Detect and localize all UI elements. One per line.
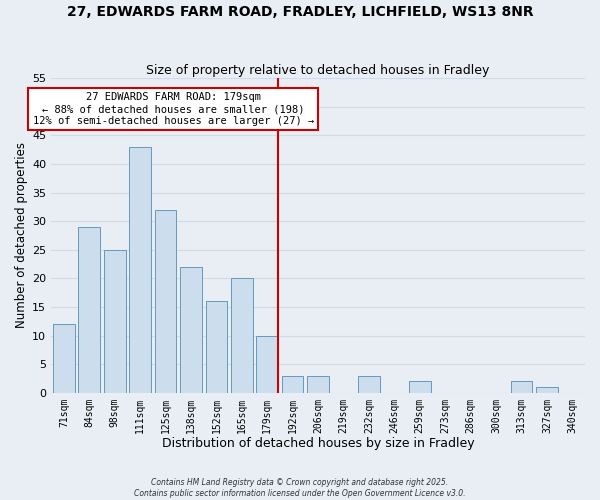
Text: 27, EDWARDS FARM ROAD, FRADLEY, LICHFIELD, WS13 8NR: 27, EDWARDS FARM ROAD, FRADLEY, LICHFIEL… (67, 5, 533, 19)
Bar (231, 278, 253, 392)
Bar (206, 301, 227, 392)
Bar (104, 250, 125, 392)
Y-axis label: Number of detached properties: Number of detached properties (15, 142, 28, 328)
Bar (180, 267, 202, 392)
Bar (409, 382, 431, 392)
Bar (155, 210, 176, 392)
Bar (511, 382, 532, 392)
Text: 27 EDWARDS FARM ROAD: 179sqm
← 88% of detached houses are smaller (198)
12% of s: 27 EDWARDS FARM ROAD: 179sqm ← 88% of de… (32, 92, 314, 126)
X-axis label: Distribution of detached houses by size in Fradley: Distribution of detached houses by size … (162, 437, 475, 450)
Bar (536, 387, 557, 392)
Bar (282, 376, 304, 392)
Text: Contains HM Land Registry data © Crown copyright and database right 2025.
Contai: Contains HM Land Registry data © Crown c… (134, 478, 466, 498)
Bar (130, 147, 151, 392)
Bar (358, 376, 380, 392)
Bar (307, 376, 329, 392)
Bar (256, 336, 278, 392)
Bar (79, 227, 100, 392)
Bar (53, 324, 74, 392)
Title: Size of property relative to detached houses in Fradley: Size of property relative to detached ho… (146, 64, 490, 77)
